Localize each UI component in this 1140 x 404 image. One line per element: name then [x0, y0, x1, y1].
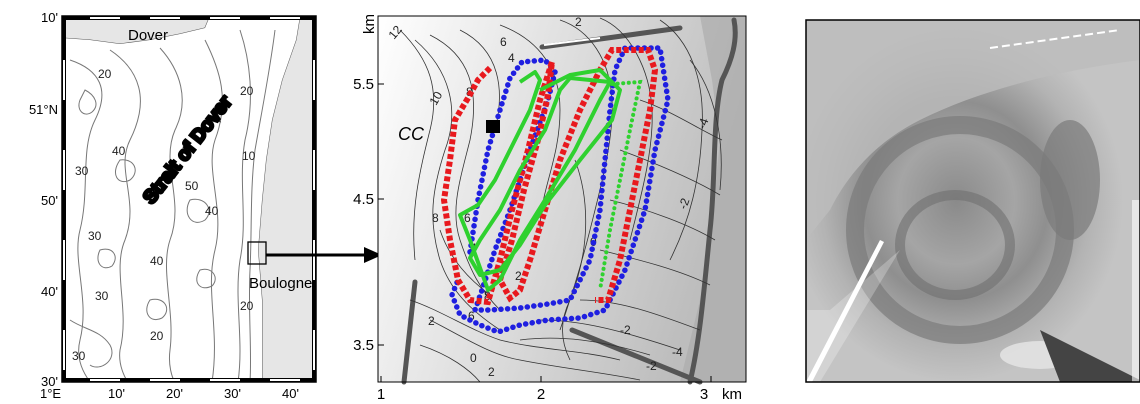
lat-ticks: 10' 51°N 50' 40' 30' — [29, 10, 58, 389]
depth-label: 20 — [150, 329, 164, 343]
coast-shading — [680, 16, 746, 382]
dark-strip — [1040, 330, 1140, 382]
contour-label: 6 — [468, 309, 475, 323]
coastline — [401, 17, 738, 385]
lat-tick: 30' — [41, 374, 58, 389]
x-tick: 1 — [377, 386, 385, 403]
lat-tick: 50' — [41, 193, 58, 208]
contour-label: 4 — [508, 51, 515, 65]
white-line — [806, 240, 884, 382]
depth-label: 30 — [95, 289, 109, 303]
x-unit-label: km — [722, 386, 742, 403]
mask-region — [806, 250, 900, 382]
lat-tick: 40' — [41, 284, 58, 299]
depth-label: 40 — [150, 254, 164, 268]
place-boulogne: Boulogne — [249, 275, 312, 292]
cc-annotation: CC — [398, 124, 425, 144]
green-track-dotted — [598, 79, 643, 292]
x-tick: 3 — [700, 386, 708, 403]
coast-highlight — [543, 37, 601, 46]
mid-x-ticks: 1 2 3 — [377, 386, 708, 403]
bathymetry-contours — [69, 29, 276, 383]
blue-track — [449, 45, 671, 335]
contour-label: -4 — [672, 345, 683, 359]
contour-label: 2 — [515, 269, 522, 283]
contour-label: 10 — [426, 89, 445, 108]
depth-label: 20 — [98, 67, 112, 81]
y-unit-label: km — [361, 14, 378, 34]
lon-tick: 40' — [282, 386, 299, 401]
mid-axis-ticks — [378, 83, 712, 382]
depth-label: 20 — [240, 84, 254, 98]
contour-label: -2 — [620, 323, 631, 337]
frame-ticks — [62, 16, 316, 382]
y-tick: 4.5 — [353, 191, 374, 208]
depth-label: 50 — [185, 179, 199, 193]
zoom-arrow — [266, 247, 382, 263]
station-marker — [486, 120, 500, 133]
lat-tick: 10' — [41, 10, 58, 25]
lon-tick: 10' — [108, 386, 125, 401]
green-track — [458, 68, 622, 292]
contour-label: 2 — [575, 15, 582, 29]
bright-band — [806, 20, 1140, 240]
edge-mask — [1132, 200, 1140, 382]
contour-label: 2 — [488, 365, 495, 379]
lon-tick: 20' — [166, 386, 183, 401]
mid-map: 12 8 10 6 4 2 8 4 6 2 8 6 2 0 -4 -2 -2 -… — [353, 14, 747, 403]
dark-patch — [1040, 120, 1100, 240]
red-track — [440, 47, 659, 306]
left-map: 20 40 30 50 40 30 40 20 10 30 20 20 30 — [29, 10, 317, 401]
depth-label: 40 — [205, 204, 219, 218]
depth-label: 30 — [75, 164, 89, 178]
right-panel-frame — [805, 19, 1140, 383]
contour-label: 6 — [464, 211, 471, 225]
place-dover: Dover — [128, 27, 168, 44]
lat-tick: 51°N — [29, 102, 58, 117]
contour-label: 0 — [470, 351, 477, 365]
contour-label: 2 — [428, 314, 435, 328]
lon-tick: 30' — [224, 386, 241, 401]
right-panel — [805, 19, 1140, 383]
lon-tick: 1°E — [40, 386, 61, 401]
white-dashes — [989, 29, 1121, 49]
study-area-box — [247, 241, 267, 265]
lon-ticks: 1°E 10' 20' 30' 40' — [40, 386, 299, 401]
mid-y-ticks: 5.5 4.5 3.5 — [353, 76, 374, 354]
eddy-core — [895, 190, 1015, 300]
depth-labels: 20 40 30 50 40 30 40 20 10 30 20 20 30 — [72, 67, 256, 363]
y-tick: 3.5 — [353, 337, 374, 354]
depth-label: 20 — [240, 299, 254, 313]
contour-label: -2 — [676, 196, 693, 211]
depth-label: 10 — [242, 149, 256, 163]
contour-label: -4 — [695, 116, 712, 131]
contour-label: -2 — [646, 359, 657, 373]
depth-label: 30 — [72, 349, 86, 363]
contour-label: 8 — [432, 211, 439, 225]
x-tick: 2 — [537, 386, 545, 403]
y-tick: 5.5 — [353, 76, 374, 93]
depth-label: 40 — [112, 144, 126, 158]
depth-label: 30 — [88, 229, 102, 243]
contour-label: 6 — [500, 35, 507, 49]
